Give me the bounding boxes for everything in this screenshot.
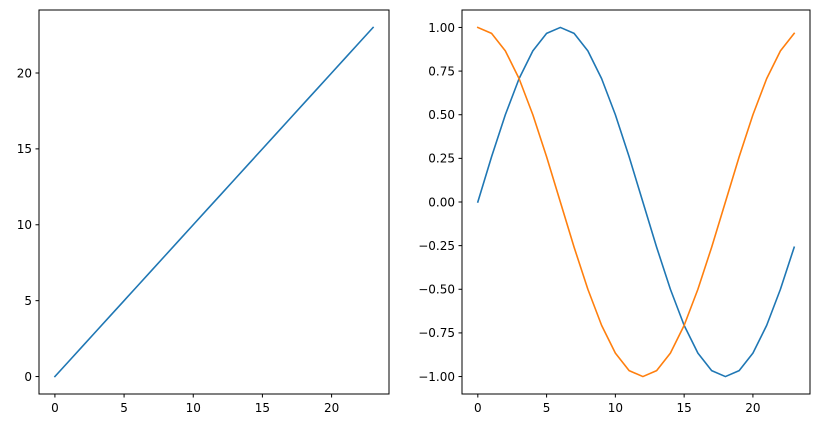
left-axes: 0 5 10 15 20 0 5 10 15 20 (17, 9, 390, 415)
right-y-tick-label: −0.75 (418, 326, 455, 340)
right-plot-area (476, 26, 796, 378)
left-y-tick-label: 0 (24, 370, 32, 384)
right-series-line-2 (476, 26, 796, 378)
left-x-tick-label: 10 (186, 401, 201, 415)
right-x-tick-label: 0 (474, 401, 482, 415)
right-y-tick-label: 0.50 (428, 108, 455, 122)
left-y-tick-label: 5 (24, 294, 32, 308)
left-x-tick-label: 5 (120, 401, 128, 415)
left-y-tick-label: 10 (17, 218, 32, 232)
right-x-tick-label: 15 (677, 401, 692, 415)
left-plot-area (53, 26, 375, 378)
right-series-line-1 (476, 26, 796, 378)
right-x-tick-label: 5 (543, 401, 551, 415)
left-series-line-1 (53, 26, 375, 378)
left-x-tick-label: 0 (51, 401, 59, 415)
right-y-tick-label: −0.50 (418, 283, 455, 297)
left-x-tick-label: 15 (255, 401, 270, 415)
left-y-tick-label: 15 (17, 142, 32, 156)
right-x-tick-label: 10 (608, 401, 623, 415)
left-axes-frame (38, 9, 390, 395)
right-axes: 0 5 10 15 20 −1.00 −0.75 −0.50 −0.25 0.00 0.25 0.50… (418, 9, 811, 415)
right-y-tick-label: 0.75 (428, 64, 455, 78)
right-y-tick-label: 0.25 (428, 152, 455, 166)
right-y-tick-label: 0.00 (428, 195, 455, 209)
left-x-tick-label: 20 (324, 401, 339, 415)
right-y-tick-label: 1.00 (428, 21, 455, 35)
right-y-tick-label: −1.00 (418, 370, 455, 384)
right-y-tick-label: −0.25 (418, 239, 455, 253)
right-x-tick-label: 20 (745, 401, 760, 415)
left-y-tick-label: 20 (17, 66, 32, 80)
